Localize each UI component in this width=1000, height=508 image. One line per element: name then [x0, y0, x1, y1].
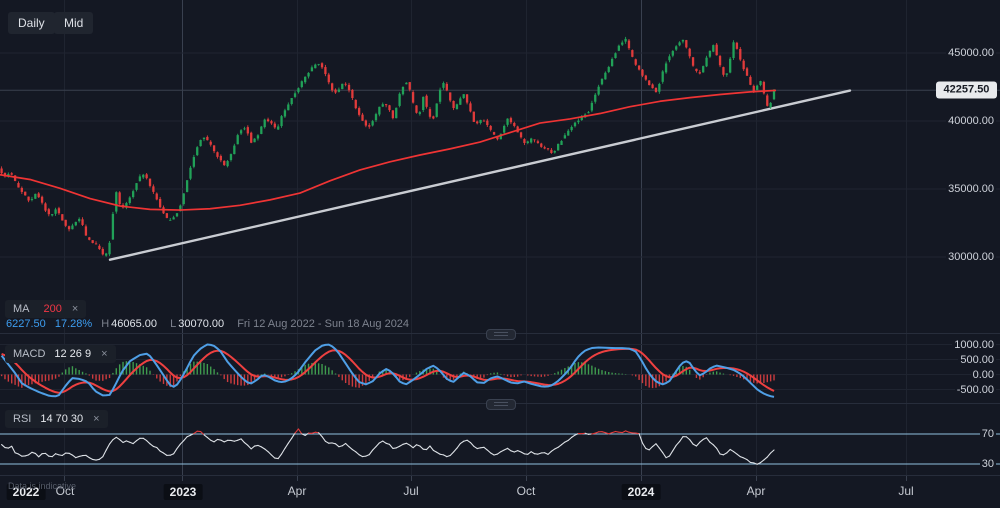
- macd-label: MACD: [13, 348, 46, 360]
- date-range: Fri 12 Aug 2022 - Sun 18 Aug 2024: [237, 318, 410, 330]
- macd-axis-label: 500.00: [958, 353, 996, 366]
- price-axis-label: 45000.00: [946, 47, 996, 59]
- rsi-indicator-legend[interactable]: RSI 14 70 30 ×: [5, 410, 108, 428]
- rsi-close-icon[interactable]: ×: [93, 413, 100, 425]
- change-value: 6227.50: [6, 318, 46, 330]
- high-label: H: [101, 318, 110, 330]
- ma-indicator-legend[interactable]: MA 200 ×: [5, 300, 87, 318]
- time-axis-label: 2024: [621, 484, 661, 500]
- macd-axis-label: 0.00: [970, 368, 996, 381]
- ma-period: 200: [43, 303, 62, 315]
- ma-label: MA: [13, 303, 30, 315]
- timeframe-daily-button[interactable]: Daily: [8, 12, 55, 34]
- macd-close-icon[interactable]: ×: [101, 348, 108, 360]
- macd-panel-resize-handle[interactable]: [486, 329, 516, 340]
- high-value: 46065.00: [111, 318, 158, 330]
- rsi-axis-label: 30: [979, 458, 996, 470]
- rsi-params: 14 70 30: [40, 413, 84, 425]
- price-axis-label: 40000.00: [946, 115, 996, 127]
- time-axis-label: Jul: [898, 484, 914, 498]
- rsi-axis-label: 70: [979, 428, 996, 440]
- rsi-panel-resize-handle[interactable]: [486, 399, 516, 410]
- time-axis-label: 2023: [163, 484, 203, 500]
- time-axis-label: Apr: [287, 484, 307, 498]
- disclaimer-text: Data is indicative: [8, 481, 77, 491]
- low-label: L: [170, 318, 177, 330]
- rsi-label: RSI: [13, 413, 32, 425]
- macd-axis-label: -500.00: [954, 383, 996, 396]
- macd-axis-label: 1000.00: [952, 338, 996, 351]
- time-axis-label: Jul: [403, 484, 419, 498]
- instrument-stats: 6227.50 17.28% H 46065.00 L 30070.00 Fri 1…: [6, 318, 415, 330]
- price-type-mid-button[interactable]: Mid: [54, 12, 94, 34]
- time-axis-label: Oct: [516, 484, 536, 498]
- price-axis-label: 35000.00: [946, 183, 996, 195]
- macd-params: 12 26 9: [54, 348, 92, 360]
- time-axis-label: 2022: [6, 484, 46, 500]
- macd-indicator-legend[interactable]: MACD 12 26 9 ×: [5, 345, 116, 363]
- low-value: 30070.00: [178, 318, 225, 330]
- time-axis-label: Apr: [746, 484, 766, 498]
- time-axis-label: Oct: [55, 484, 75, 498]
- price-axis-label: 30000.00: [946, 251, 996, 263]
- ma-close-icon[interactable]: ×: [71, 303, 79, 315]
- change-percent: 17.28%: [54, 318, 93, 330]
- last-price-tag: 42257.50: [936, 81, 997, 99]
